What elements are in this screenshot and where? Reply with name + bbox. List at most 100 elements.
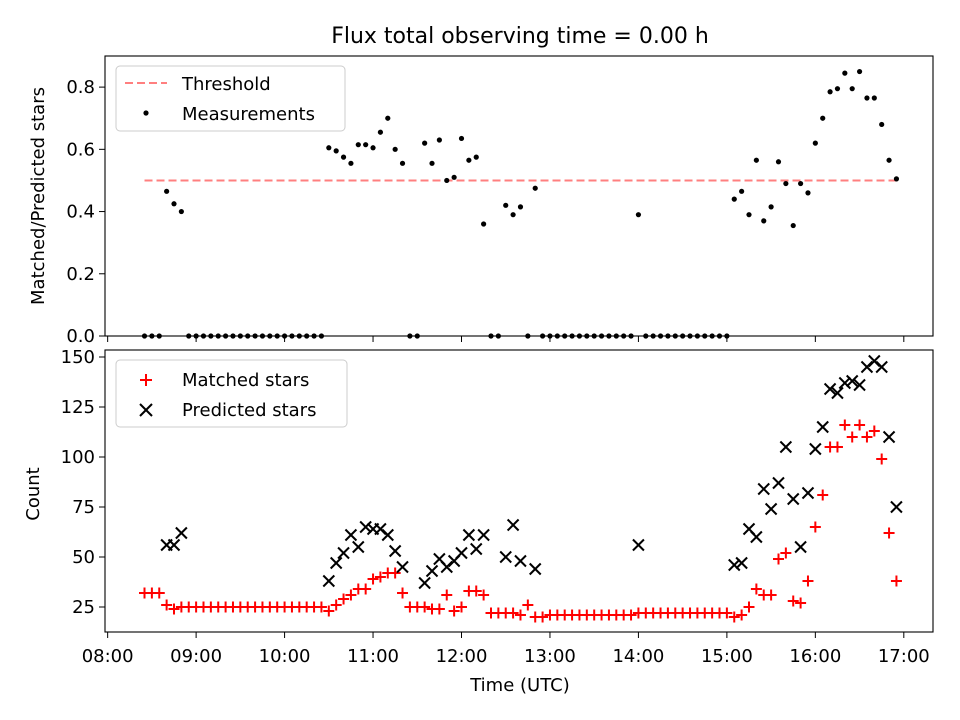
top-y-tick-label: 0.8 (66, 77, 95, 98)
matched-star-point (360, 583, 372, 595)
predicted-star-point (470, 542, 483, 556)
measurement-point (805, 190, 811, 196)
predicted-star-point (757, 482, 770, 496)
measurement-point (739, 188, 745, 194)
measurement-point (178, 208, 184, 215)
matched-star-point (389, 567, 401, 579)
predicted-star-point (462, 528, 476, 542)
predicted-star-point (322, 574, 336, 588)
measurement-point (731, 196, 737, 202)
measurement-point (834, 86, 841, 92)
matched-star-point (743, 601, 755, 613)
bottom-panel: 25 50 75 100 125 150 08:00 09:00 10:00 11:00 12:0… (23, 347, 934, 696)
predicted-star-point (735, 556, 748, 570)
measurement-point (775, 159, 782, 165)
predicted-star-point (890, 500, 903, 514)
matched-star-point (448, 605, 460, 617)
measurement-point (820, 115, 826, 121)
matched-star-point (161, 599, 173, 611)
predicted-star-point (882, 430, 896, 444)
bottom-plot-frame (104, 349, 934, 633)
x-tick-label: 08:00 (82, 646, 134, 667)
bottom-y-tick-label: 50 (72, 547, 95, 568)
predicted-star-point (838, 376, 852, 390)
x-tick-label: 12:00 (436, 646, 488, 667)
measurement-point (436, 137, 442, 143)
matched-star-point (876, 453, 888, 465)
x-tick-label: 13:00 (524, 646, 576, 667)
matched-star-point (419, 601, 431, 613)
predicted-star-point (514, 554, 527, 568)
measurement-point (856, 68, 863, 75)
matched-star-point (787, 595, 799, 607)
measurement-point (879, 121, 885, 128)
measurement-points (141, 68, 900, 339)
top-panel: 0.00.20.40.60.8 Matched/Predicted stars … (28, 55, 934, 347)
top-plot-frame (104, 55, 934, 337)
legend-threshold-label: Threshold (181, 74, 271, 95)
measurement-point (510, 212, 516, 218)
measurement-point (385, 115, 391, 121)
predicted-star-point (794, 540, 807, 554)
measurement-point (812, 140, 818, 146)
measurement-point (164, 188, 170, 194)
measurement-point (849, 86, 855, 92)
predicted-star-point (823, 382, 837, 396)
matched-star-point (330, 599, 342, 611)
measurement-point (458, 135, 465, 142)
predicted-star-point (750, 530, 763, 544)
matched-star-point (397, 587, 409, 599)
measurement-point (790, 222, 796, 229)
measurement-point (864, 95, 870, 101)
matched-star-point (854, 419, 866, 431)
measurement-point (532, 185, 538, 191)
predicted-star-point (728, 558, 741, 572)
measurement-point (377, 129, 384, 135)
top-y-ticks: 0.0 0.2 0.4 0.6 0.8 (66, 77, 105, 347)
predicted-star-point (167, 538, 181, 552)
matched-star-point (817, 489, 829, 501)
measurement-point (768, 204, 774, 210)
bottom-x-ticks: 08:00 09:00 10:00 11:00 12:00 13:00 14:00 15:00… (82, 632, 930, 667)
bottom-legend-box (115, 359, 348, 428)
legend-measurements-swatch (143, 110, 149, 116)
measurement-point (444, 177, 450, 184)
matched-star-point (750, 583, 762, 595)
measurement-point (746, 212, 752, 218)
matched-star-point (625, 609, 637, 621)
predicted-star-point (853, 378, 866, 392)
matched-star-point (478, 589, 490, 601)
measurement-point (333, 148, 339, 154)
predicted-star-point (329, 556, 343, 570)
measurement-point (363, 142, 369, 148)
measurement-point (753, 157, 759, 163)
x-tick-label: 15:00 (701, 646, 753, 667)
matched-star-point (868, 425, 880, 437)
matched-star-point (736, 609, 748, 621)
measurement-point (451, 174, 457, 180)
matched-stars-points (139, 419, 902, 623)
measurement-point (340, 154, 347, 160)
matched-star-point (839, 419, 851, 431)
measurement-point (348, 160, 354, 166)
measurement-point (481, 221, 487, 227)
predicted-star-point (764, 502, 778, 516)
predicted-star-point (477, 528, 490, 542)
measurement-point (827, 89, 833, 95)
measurement-point (466, 157, 472, 163)
predicted-star-point (337, 546, 350, 560)
measurement-point (517, 204, 524, 210)
chart-title: Flux total observing time = 0.00 h (331, 24, 709, 49)
predicted-star-point (425, 564, 439, 578)
measurement-point (783, 180, 789, 187)
matched-star-point (728, 611, 740, 623)
top-x-ticks (107, 336, 905, 342)
predicted-star-point (455, 546, 468, 560)
matched-star-point (338, 593, 350, 605)
x-axis-label: Time (UTC) (469, 675, 570, 696)
predicted-star-point (175, 526, 188, 540)
predicted-star-point (396, 560, 409, 574)
matched-star-point (514, 609, 526, 621)
predicted-star-point (801, 486, 815, 500)
predicted-star-point (787, 492, 800, 506)
